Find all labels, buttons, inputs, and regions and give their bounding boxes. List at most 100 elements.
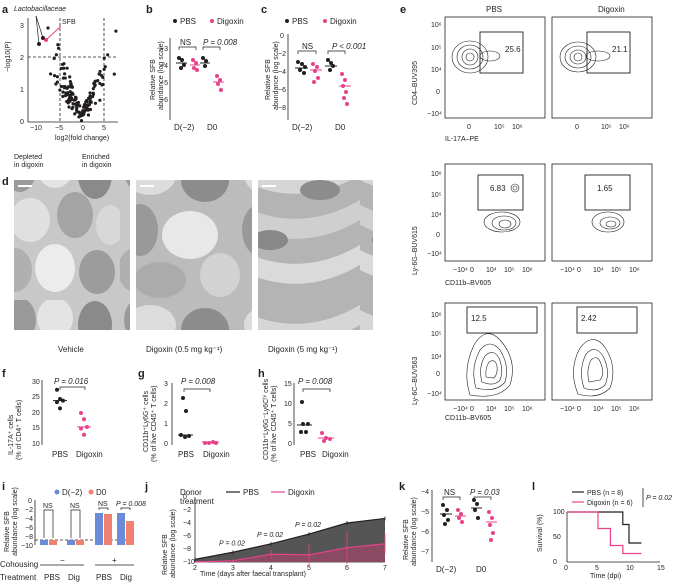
panel-j-stat: P = 0.02 [219, 540, 245, 547]
flow-r3-xtick-4: 10⁵ [504, 406, 515, 413]
flow-contour-r3-dig [573, 339, 614, 397]
panel-i-stat-4: P = 0.008 [116, 501, 146, 508]
panel-g-ylabel-1: CD11b⁺Ly6G⁺ cells [143, 390, 150, 452]
panel-l-stat: P = 0.02 [646, 495, 672, 502]
panel-h-points [297, 400, 334, 443]
flow-col-title-digoxin: Digoxin [598, 5, 625, 14]
panel-g-xtick-1: PBS [178, 450, 194, 459]
flow-r2-xtick-9: 10⁵ [611, 267, 622, 274]
flow-r3-xtick-1: −10⁴ [453, 406, 468, 413]
flow-r3-xtick-10: 10⁶ [629, 406, 640, 413]
flow-plot-r2-dig [551, 163, 653, 262]
panel-b-bracket-2 [202, 46, 221, 50]
panel-b-ytick-1: −3 [160, 46, 168, 53]
volcano-point [49, 72, 53, 76]
volcano-point [56, 43, 60, 47]
volcano-point [112, 72, 116, 76]
panel-f-ytick-4: 15 [32, 425, 40, 432]
flow-contour-r2-pbs [483, 183, 521, 233]
flow-r1-xtick-5: 10⁵ [601, 124, 612, 131]
panel-h-ytick-1: 15 [284, 381, 292, 388]
panel-l-ytick: 50 [553, 534, 561, 541]
panel-a-ytick-2: 2 [20, 55, 24, 62]
volcano-point [71, 102, 75, 106]
panel-a-enriched-2: in digoxin [82, 162, 112, 169]
legend-pbs-dot-b [173, 19, 177, 23]
panel-c-stat-1: NS [302, 42, 313, 51]
panel-k-ytick-3: −6 [421, 529, 429, 536]
panel-b-bracket-1 [178, 46, 197, 50]
volcano-point [79, 119, 84, 123]
panel-i-treatment-3: PBS [96, 573, 112, 582]
panel-g-ytick-4: 0 [164, 441, 168, 448]
volcano-point [78, 104, 82, 108]
volcano-point [54, 82, 58, 86]
legend-pbs-c: PBS [292, 17, 308, 26]
panel-a-xtick-2: −5 [55, 125, 63, 132]
sem-caption-vehicle: Vehicle [58, 345, 84, 354]
panel-f-ytick-3: 20 [32, 410, 40, 417]
panel-label-i: i [2, 481, 5, 493]
panel-b-stat-2: P = 0.008 [203, 38, 238, 47]
panel-f-ylabel-1: IL-17A⁺ cells [8, 414, 15, 455]
volcano-point [93, 83, 97, 87]
panel-j-xlabel: Time (days after faecal transplant) [200, 571, 306, 578]
volcano-point [98, 81, 102, 86]
panel-c-ytick-5: −8 [278, 105, 286, 112]
panel-a-ytick-0: 0 [20, 119, 24, 126]
panel-label-h: h [258, 368, 265, 380]
volcano-point [88, 98, 92, 102]
volcano-point [62, 66, 66, 70]
panel-b-stat-1: NS [180, 38, 191, 47]
flow-r2-xtick-2: 0 [470, 267, 474, 274]
panel-i-stat-2: NS [70, 503, 80, 510]
volcano-point [106, 53, 110, 57]
volcano-point [63, 84, 67, 89]
volcano-point [88, 107, 93, 112]
flow-gate-r1-dig [586, 31, 631, 74]
panel-label-b: b [146, 4, 153, 16]
flow-r2-xtick-7: 0 [577, 267, 581, 274]
volcano-point [86, 113, 91, 117]
panel-f-bracket [59, 386, 86, 390]
panel-b-points [176, 56, 224, 92]
volcano-point-lacto-1 [37, 42, 41, 46]
panel-l-legend-pbs: PBS (n = 8) [587, 490, 623, 497]
flow-r1-xtick-6: 10⁶ [619, 124, 630, 131]
panel-h-bracket [302, 388, 331, 392]
volcano-point [65, 91, 69, 96]
panel-j-pbs-line [194, 517, 386, 560]
flow-plot-r1-pbs [444, 16, 546, 119]
flow-gate-r2-pbs-value: 6.83 [490, 184, 506, 193]
panel-f-point [55, 387, 59, 392]
flow-r2-xtick-5: 10⁶ [522, 267, 533, 274]
volcano-point [68, 75, 72, 79]
panel-l-xtick: 15 [657, 565, 665, 572]
legend-digoxin-dot-c [323, 19, 327, 23]
flow-r2-xtick-6: −10⁴ [560, 267, 575, 274]
panel-f-xtick-1: PBS [52, 450, 68, 459]
panel-a-enriched-1: Enriched [82, 154, 110, 161]
panel-g-ytick-3: 1 [164, 421, 168, 428]
annot-lactobacillaceae: Lactobacillaceae [14, 6, 66, 13]
panel-l-xlabel: Time (dpi) [590, 573, 621, 580]
panel-g-xtick-2: Digoxin [203, 450, 230, 459]
flow-contour-r2-dig [591, 211, 625, 233]
panel-f-points [53, 387, 91, 437]
flow-r1-ytick-1: 10⁶ [431, 22, 442, 29]
panel-l-xtick: 10 [626, 565, 634, 572]
volcano-point [85, 108, 89, 112]
panel-b-xtick-2: D0 [207, 123, 218, 132]
flow-r1-ytick-4: 0 [436, 89, 440, 96]
panel-f-point [79, 426, 83, 431]
panel-j-legend-pbs: PBS [243, 488, 259, 497]
panel-j-legend-title-1: Donor [180, 488, 202, 497]
panel-l-pbs-curve [567, 511, 642, 544]
flow-plot-r1-dig [551, 16, 653, 119]
flow-contour-r3-pbs [466, 333, 513, 397]
legend-pbs-dot-c [285, 19, 289, 23]
panel-l-ytick: 0 [553, 559, 557, 566]
panel-l-ylabel: Survival (%) [537, 514, 544, 552]
flow-r1-xtick-4: 0 [575, 124, 579, 131]
